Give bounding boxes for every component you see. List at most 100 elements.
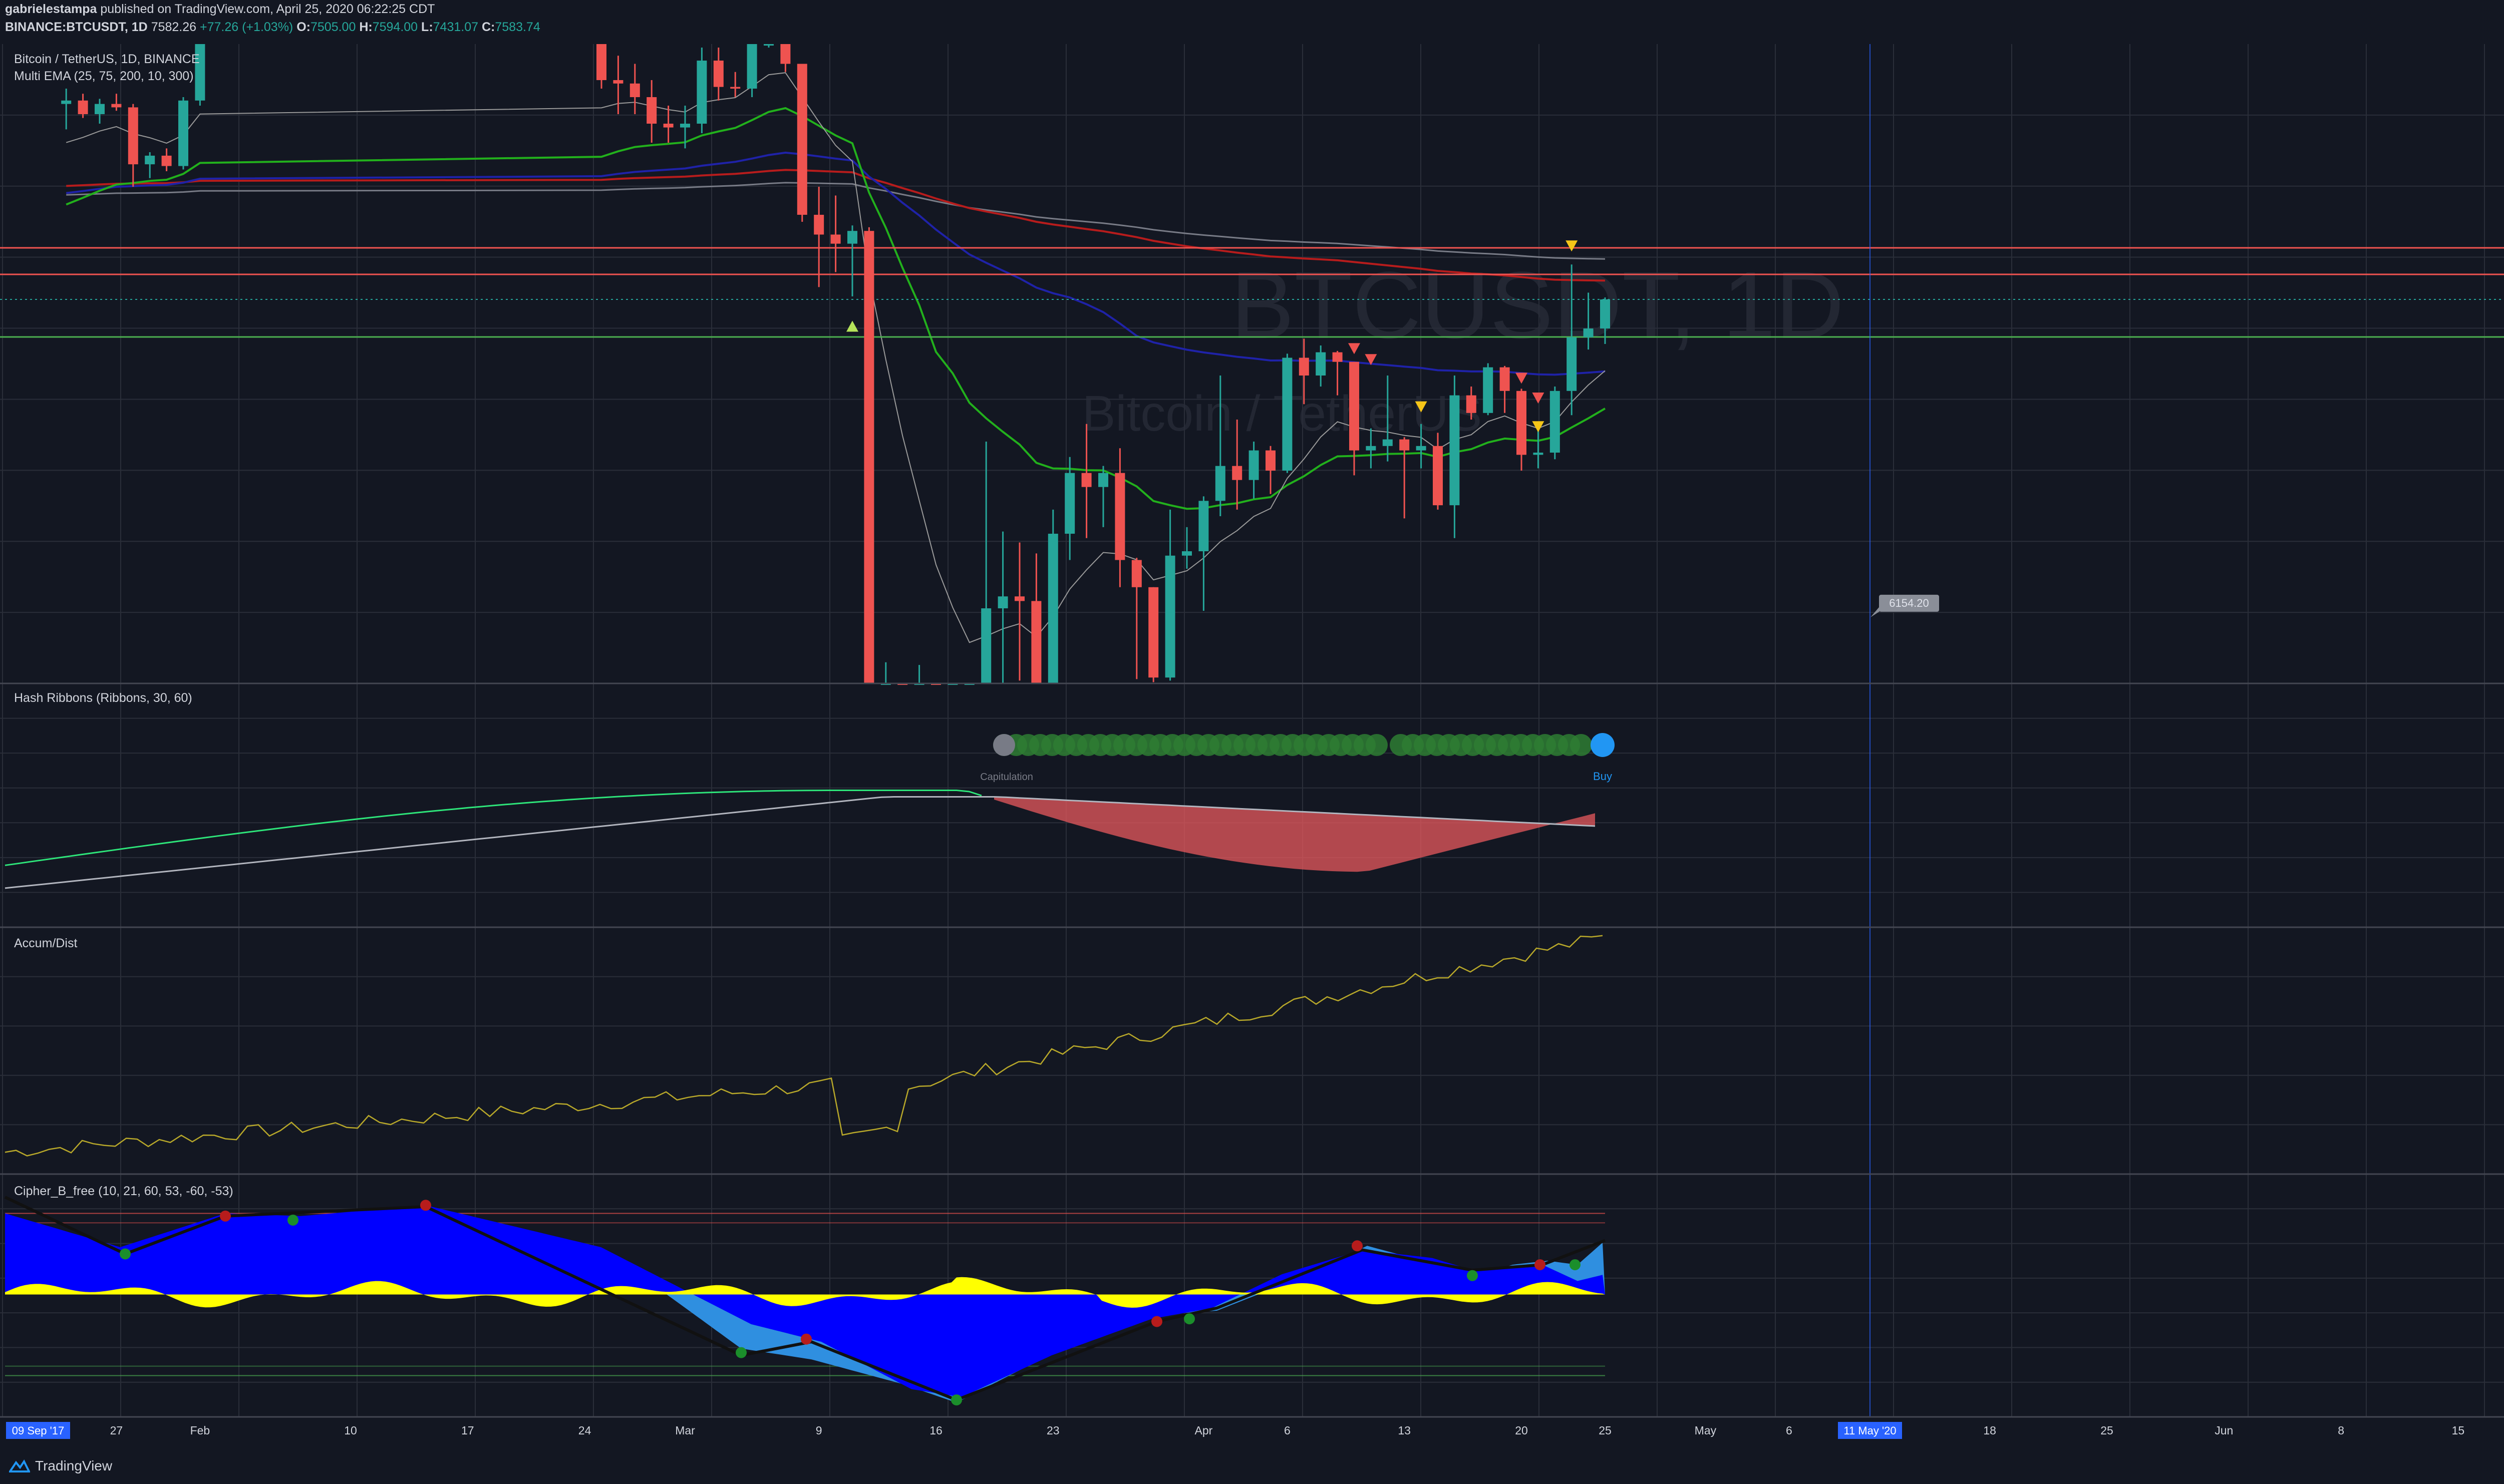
candle-body <box>1600 299 1610 329</box>
ema-indicator-title: Multi EMA (25, 75, 200, 10, 300) <box>14 69 194 83</box>
signal-markers <box>846 240 1578 433</box>
time-tick-label: 10 <box>344 1424 357 1437</box>
candle-body <box>1349 361 1359 451</box>
candle-body <box>1567 337 1577 391</box>
candle-body <box>713 61 724 87</box>
main-pane-title: Bitcoin / TetherUS, 1D, BINANCE <box>14 52 200 66</box>
buy-signal-marker <box>846 320 858 332</box>
candle-body <box>1583 328 1594 337</box>
time-tick-label: 18 <box>1983 1424 1996 1437</box>
start-date-badge <box>6 1422 70 1439</box>
candle-body <box>864 231 874 683</box>
cross-signal-dot <box>1151 1316 1162 1327</box>
cursor-date-text: 11 May '20 <box>1843 1424 1896 1437</box>
time-tick-label: 13 <box>1398 1424 1411 1437</box>
candle-body <box>663 124 674 128</box>
candle-body <box>1416 446 1426 451</box>
tradingview-logo-icon <box>9 1459 30 1472</box>
ema-10-line <box>66 72 1606 643</box>
watermark-symbol: BTCUSDT, 1D <box>1231 252 1844 358</box>
buy-label: Buy <box>1593 770 1612 783</box>
cross-signal-dot <box>1352 1240 1363 1252</box>
time-tick-label: 27 <box>110 1424 123 1437</box>
candle-body <box>61 100 72 104</box>
candle-body <box>111 104 122 108</box>
sell-signal-marker <box>1532 393 1544 404</box>
open-label: O: <box>296 20 310 34</box>
candle-body <box>1065 473 1075 534</box>
tradingview-brand[interactable]: TradingView <box>9 1458 112 1474</box>
author-name[interactable]: gabrielestampa <box>5 2 97 16</box>
candle-body <box>1266 450 1276 471</box>
candle-body <box>95 104 105 114</box>
time-tick-label: 20 <box>1515 1424 1528 1437</box>
capitulation-ribbon <box>994 797 1595 872</box>
time-tick-label: 6 <box>1284 1424 1291 1437</box>
time-tick-label: 24 <box>578 1424 591 1437</box>
cross-signal-dot <box>951 1394 962 1406</box>
candle-body <box>1048 534 1058 683</box>
time-tick-label: 25 <box>1599 1424 1612 1437</box>
candle-body <box>1533 453 1543 455</box>
candle-body <box>981 608 992 683</box>
candle-body <box>1316 352 1326 376</box>
cross-signal-dot <box>120 1248 131 1260</box>
time-tick-label: 16 <box>929 1424 943 1437</box>
time-tick-label: 9 <box>816 1424 822 1437</box>
candle-body <box>1232 466 1242 480</box>
candle-body <box>680 124 690 128</box>
hash-ribbons-pane: Capitulation Buy <box>5 733 1615 889</box>
time-tick-label: 25 <box>2100 1424 2113 1437</box>
candle-body <box>1382 439 1393 446</box>
high-label: H: <box>359 20 373 34</box>
candle-body <box>647 97 657 124</box>
price-change: +77.26 (+1.03%) <box>200 20 293 34</box>
candle-body <box>1081 473 1092 487</box>
cross-signal-dot <box>1534 1259 1545 1271</box>
candle-body <box>1015 596 1025 601</box>
cross-signal-dot <box>1570 1259 1581 1271</box>
candle-body <box>1366 446 1376 451</box>
candle-body <box>1549 391 1560 453</box>
close-label: C: <box>481 20 495 34</box>
grid-lines <box>0 44 2504 1417</box>
candle-body <box>1282 357 1293 471</box>
candle-body <box>1031 601 1042 683</box>
candle-body <box>178 100 188 166</box>
close-value: 7583.74 <box>495 20 540 34</box>
cross-signal-dot <box>801 1333 812 1345</box>
candle-body <box>1449 395 1460 506</box>
open-value: 7505.00 <box>310 20 356 34</box>
candle-body <box>1332 352 1343 362</box>
candle-body <box>1516 391 1526 455</box>
ema-200-line <box>66 169 1606 282</box>
money-flow-area <box>5 1277 1605 1308</box>
time-tick-label: 15 <box>2452 1424 2465 1437</box>
candle-body <box>128 107 138 165</box>
cross-signal-dot <box>736 1347 747 1358</box>
cipher-b-title: Cipher_B_free (10, 21, 60, 53, -60, -53) <box>14 1184 233 1198</box>
candle-body <box>161 155 172 166</box>
candle-body <box>630 83 640 97</box>
candle-body <box>1148 587 1159 678</box>
time-tick-label: 23 <box>1047 1424 1060 1437</box>
time-axis[interactable]: 27 Feb 10 17 24 Mar 9 16 23 Apr 6 13 20 25 May 6 18 25 Jun… <box>6 1422 2464 1439</box>
time-tick-label: 8 <box>2338 1424 2344 1437</box>
candle-body <box>1433 446 1443 506</box>
start-date-text: 09 Sep '17 <box>12 1424 65 1437</box>
candle-body <box>764 44 774 46</box>
cross-signal-dot <box>220 1210 231 1222</box>
candle-body <box>814 215 824 235</box>
low-label: L: <box>421 20 433 34</box>
candle-body <box>730 87 741 89</box>
candle-body <box>1098 473 1108 487</box>
candle-body <box>1198 501 1209 551</box>
hash-ribbons-title: Hash Ribbons (Ribbons, 30, 60) <box>14 691 192 705</box>
candle-body <box>1131 560 1142 587</box>
candle-body <box>613 80 623 84</box>
time-tick-label: Mar <box>675 1424 695 1437</box>
cross-signal-dot <box>420 1200 431 1211</box>
cipher-b-pane <box>4 1196 1606 1406</box>
time-tick-label: Feb <box>190 1424 210 1437</box>
